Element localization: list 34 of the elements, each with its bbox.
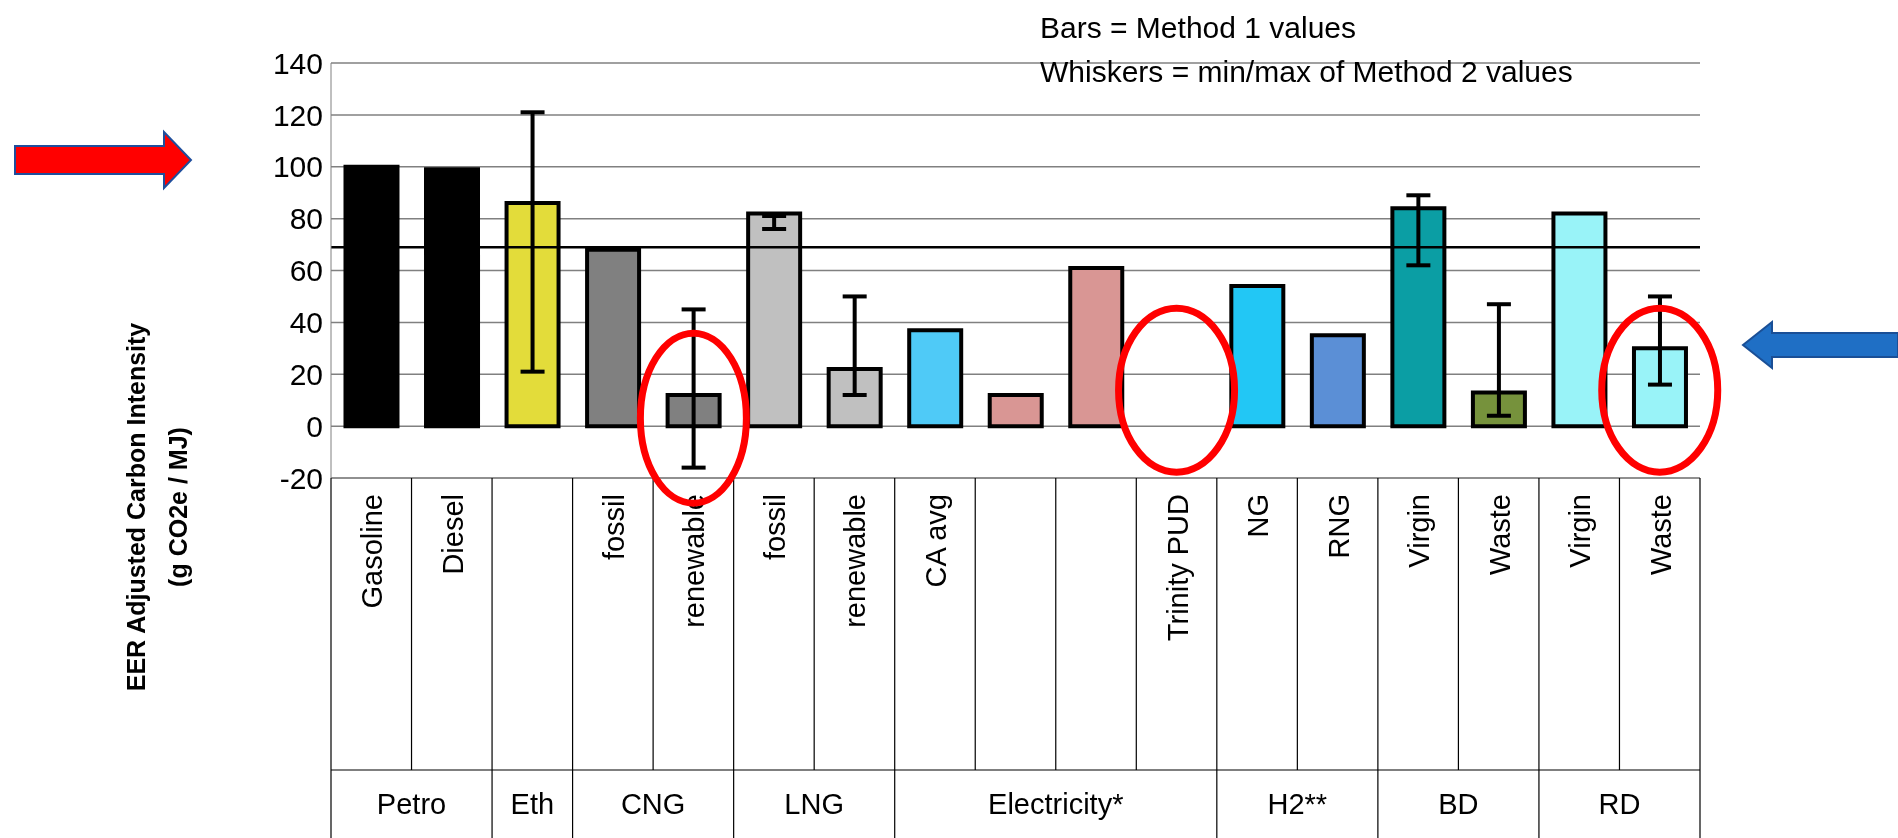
x-tick-label: RNG [1322, 494, 1355, 559]
text: LNG [784, 788, 844, 820]
x-tick-label: Virgin [1403, 494, 1436, 568]
x-tick-label: Virgin [1564, 494, 1597, 568]
y-tick-label: 140 [272, 46, 323, 80]
text: Eth [510, 788, 555, 820]
x-tick-label: renewable [678, 494, 711, 628]
y-tick-label: 100 [272, 150, 323, 184]
text: H2** [1267, 788, 1328, 820]
text: Electricity* [988, 788, 1124, 820]
y-tick-label: -20 [279, 461, 323, 495]
text: CNG [620, 788, 686, 820]
text: Petro [376, 788, 447, 820]
x-tick-label: Trinity PUD [1161, 494, 1194, 642]
y-tick-label: 120 [272, 98, 323, 132]
x-tick-label: Diesel [436, 494, 469, 575]
x-tick-label: fossil [597, 494, 630, 561]
text: BD [1438, 788, 1479, 820]
x-tick-label: Waste [1483, 494, 1516, 576]
x-tick-label: renewable [839, 494, 872, 628]
text: Bars = Method 1 values [1040, 11, 1357, 44]
y-tick-label: 60 [289, 254, 323, 288]
y-tick-label: 80 [289, 202, 323, 236]
x-tick-label: fossil [758, 494, 791, 561]
y-tick-label: 20 [289, 357, 323, 391]
x-tick-label: Waste [1644, 494, 1677, 576]
x-tick-label: Gasoline [356, 494, 389, 609]
y-tick-label: 40 [289, 306, 323, 340]
x-tick-label: CA avg [919, 494, 952, 588]
y-tick-label: 0 [306, 409, 323, 443]
text: RD [1598, 788, 1641, 820]
y-axis-title: EER Adjusted Carbon Intensity (g CO2e / MJ) [122, 322, 192, 692]
x-tick-label: NG [1242, 494, 1275, 538]
annotation: Whiskers = min/max of Method 2 values [1040, 55, 1573, 88]
